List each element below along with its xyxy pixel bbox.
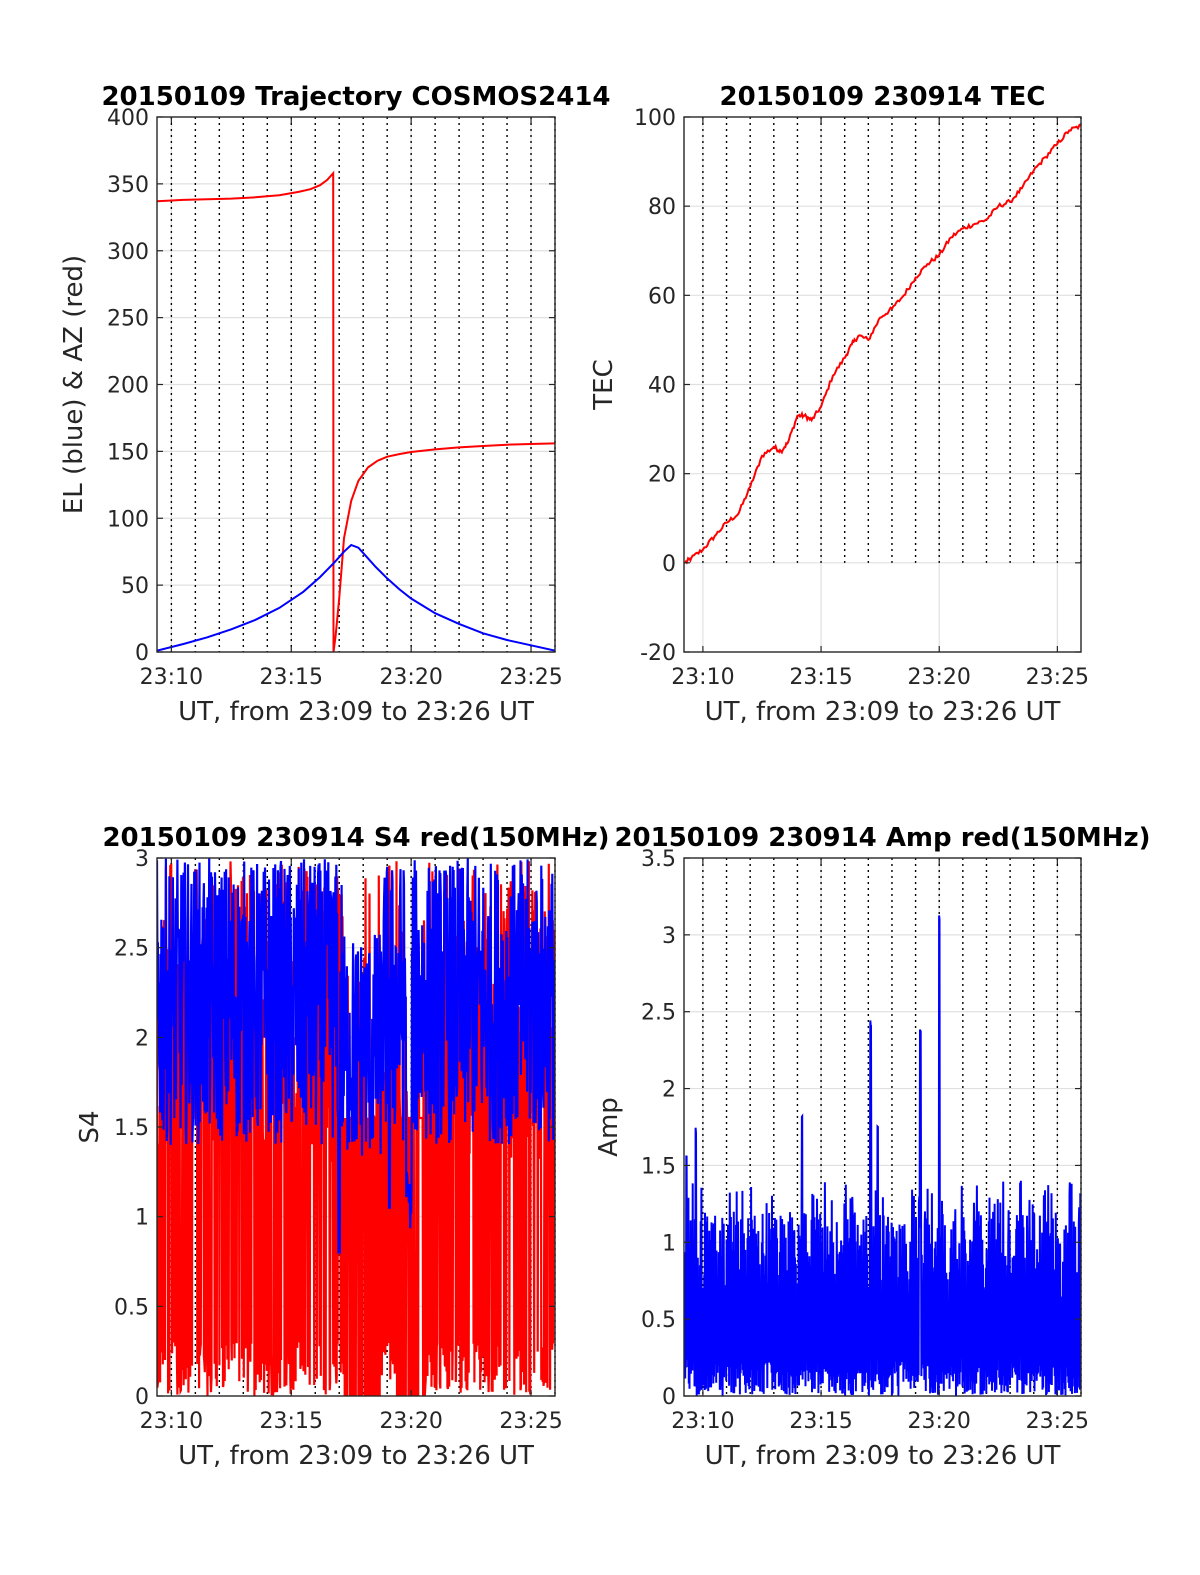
y-tick-label: 0 (662, 552, 676, 577)
plot-area (684, 915, 1081, 1396)
series-line-0 (684, 123, 1081, 565)
y-tick-label: 3 (662, 924, 676, 949)
y-tick-label: 50 (121, 574, 149, 599)
y-tick-label: 1.5 (641, 1154, 676, 1179)
y-axis-label: Amp (594, 1097, 624, 1157)
y-tick-label: 0 (135, 1385, 149, 1410)
series-line-blue (157, 858, 555, 1254)
y-tick-label: 0 (135, 641, 149, 666)
x-tick-label: 23:10 (140, 665, 203, 690)
y-axis-label: EL (blue) & AZ (red) (59, 255, 89, 514)
x-tick-label: 23:20 (379, 1409, 442, 1434)
x-tick-label: 23:15 (789, 665, 852, 690)
series-line-red (157, 861, 555, 1396)
x-tick-label: 23:10 (671, 665, 734, 690)
x-tick-label: 23:20 (908, 1409, 971, 1434)
y-tick-label: 1 (662, 1231, 676, 1256)
x-tick-label: 23:25 (499, 665, 562, 690)
x-tick-label: 23:15 (260, 1409, 323, 1434)
y-tick-label: 300 (107, 240, 149, 265)
x-tick-label: 23:10 (671, 1409, 734, 1434)
plot-area (157, 858, 555, 1396)
x-tick-label: 23:25 (499, 1409, 562, 1434)
series-line-1 (157, 543, 555, 652)
series-line-0 (684, 915, 1081, 1396)
y-tick-label: 100 (107, 507, 149, 532)
y-tick-label: 200 (107, 374, 149, 399)
amp-panel: 0 0.5 1 1.5 2 2.5 3 3.5 23:10 23:15 23:20 23:25 2015… (594, 823, 1151, 1471)
y-tick-label: 0 (662, 1385, 676, 1410)
x-tick-label: 23:25 (1026, 1409, 1089, 1434)
x-tick-label: 23:10 (140, 1409, 203, 1434)
plot-area (684, 123, 1081, 565)
y-tick-label: 350 (107, 173, 149, 198)
y-tick-label: 40 (648, 374, 676, 399)
x-axis-label: UT, from 23:09 to 23:26 UT (178, 697, 534, 727)
y-tick-label: 150 (107, 440, 149, 465)
chart-title: 20150109 230914 S4 red(150MHz) (102, 823, 609, 853)
x-axis-label: UT, from 23:09 to 23:26 UT (705, 1441, 1061, 1471)
x-axis-label: UT, from 23:09 to 23:26 UT (705, 697, 1061, 727)
chart-title: 20150109 230914 TEC (720, 82, 1046, 112)
y-axis-label: TEC (589, 359, 619, 410)
tec-panel: -20 0 20 40 60 80 100 23:10 23:15 23:20 23:25 20150… (589, 82, 1089, 727)
y-tick-label: 0.5 (114, 1295, 149, 1320)
y-tick-label: 60 (648, 284, 676, 309)
chart-title: 20150109 230914 Amp red(150MHz) (614, 823, 1150, 853)
y-tick-label: 1.5 (114, 1116, 149, 1141)
axes-box (683, 857, 1082, 1397)
x-axis-label: UT, from 23:09 to 23:26 UT (178, 1441, 534, 1471)
x-tick-label: 23:20 (379, 665, 442, 690)
y-tick-label: -20 (640, 641, 676, 666)
y-tick-label: 250 (107, 307, 149, 332)
series-line-0 (157, 170, 555, 652)
y-axis-label: S4 (75, 1110, 105, 1143)
y-tick-label: 2.5 (641, 1001, 676, 1026)
x-tick-label: 23:25 (1026, 665, 1089, 690)
y-tick-label: 20 (648, 463, 676, 488)
y-tick-label: 0.5 (641, 1308, 676, 1333)
y-tick-label: 100 (634, 106, 676, 131)
chart-title: 20150109 Trajectory COSMOS2414 (101, 82, 610, 112)
s4-panel: 0 0.5 1 1.5 2 2.5 3 23:10 23:15 23:20 23:25 2015010… (75, 823, 610, 1471)
y-tick-label: 2.5 (114, 937, 149, 962)
y-tick-label: 1 (135, 1206, 149, 1231)
x-tick-label: 23:15 (260, 665, 323, 690)
x-tick-label: 23:20 (908, 665, 971, 690)
y-tick-label: 400 (107, 106, 149, 131)
y-tick-label: 2 (662, 1078, 676, 1103)
plot-area (157, 170, 555, 652)
y-tick-label: 3 (135, 847, 149, 872)
trajectory-panel: 0 50 100 150 200 250 300 350 400 23:10 23:15 23:20 2… (59, 82, 611, 727)
x-tick-label: 23:15 (789, 1409, 852, 1434)
y-tick-label: 2 (135, 1026, 149, 1051)
y-tick-label: 3.5 (641, 847, 676, 872)
y-tick-label: 80 (648, 195, 676, 220)
